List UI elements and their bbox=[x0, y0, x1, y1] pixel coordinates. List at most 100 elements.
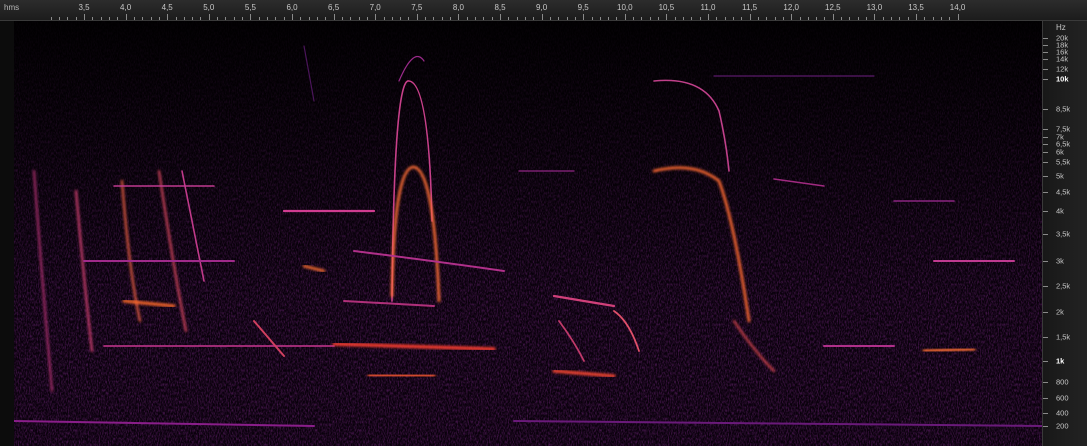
time-tick-mark bbox=[791, 14, 793, 20]
frequency-label: 20k bbox=[1056, 33, 1069, 43]
frequency-label: 2,5k bbox=[1056, 281, 1071, 291]
time-tick-mark bbox=[957, 14, 959, 20]
time-minor-tick bbox=[383, 17, 385, 20]
time-tick-mark bbox=[458, 14, 460, 20]
frequency-tick bbox=[1043, 192, 1048, 193]
time-minor-tick bbox=[949, 17, 951, 20]
time-tick-label: 5,5 bbox=[244, 3, 256, 12]
time-tick-mark bbox=[250, 14, 252, 20]
time-tick-label: 7,5 bbox=[411, 3, 423, 12]
time-tick-mark bbox=[333, 14, 335, 20]
time-minor-tick bbox=[192, 17, 194, 20]
frequency-tick bbox=[1043, 413, 1048, 414]
time-minor-tick bbox=[275, 17, 277, 20]
time-minor-tick bbox=[633, 17, 635, 20]
time-unit-label: hms bbox=[4, 3, 20, 12]
frequency-tick bbox=[1043, 109, 1048, 110]
frequency-tick bbox=[1043, 286, 1048, 287]
time-minor-tick bbox=[400, 17, 402, 20]
spectrogram-view[interactable] bbox=[14, 21, 1042, 446]
time-minor-tick bbox=[899, 17, 901, 20]
time-tick-mark bbox=[500, 14, 501, 20]
time-minor-tick bbox=[158, 17, 160, 20]
time-ruler[interactable]: hms 3,5 4,0 4,5 5,0 5,5 6,0 6,5 7,0 7,5 8,0 8,5 9,0… bbox=[0, 0, 1087, 21]
time-minor-tick bbox=[524, 17, 526, 20]
time-minor-tick bbox=[716, 17, 718, 20]
time-tick-mark bbox=[375, 14, 377, 20]
time-minor-tick bbox=[267, 17, 269, 20]
time-minor-tick bbox=[316, 17, 318, 20]
time-minor-tick bbox=[300, 17, 302, 20]
time-tick-label: 11,0 bbox=[700, 3, 716, 12]
time-minor-tick bbox=[175, 17, 177, 20]
time-minor-tick bbox=[341, 17, 343, 20]
time-minor-tick bbox=[408, 17, 410, 20]
time-minor-tick bbox=[732, 17, 734, 20]
time-tick-label: 14,0 bbox=[949, 3, 966, 12]
time-tick-label: 4,0 bbox=[120, 3, 132, 12]
frequency-tick bbox=[1043, 129, 1048, 130]
time-minor-tick bbox=[574, 17, 576, 20]
frequency-label: 1,5k bbox=[1056, 332, 1071, 342]
frequency-label: 7k bbox=[1056, 132, 1064, 142]
time-minor-tick bbox=[608, 17, 610, 20]
time-minor-tick bbox=[200, 17, 202, 20]
time-minor-tick bbox=[774, 17, 776, 20]
frequency-label: 10k bbox=[1056, 74, 1069, 84]
time-tick-label: 8,5 bbox=[494, 3, 506, 12]
time-minor-tick bbox=[932, 17, 934, 20]
left-gutter bbox=[0, 21, 14, 446]
time-tick-label: 4,5 bbox=[161, 3, 173, 12]
time-minor-tick bbox=[225, 17, 227, 20]
time-tick-label: 3,5 bbox=[78, 3, 90, 12]
frequency-tick bbox=[1043, 45, 1048, 46]
time-minor-tick bbox=[907, 17, 909, 20]
time-minor-tick bbox=[649, 17, 651, 20]
time-minor-tick bbox=[891, 17, 893, 20]
frequency-label: 600 bbox=[1056, 393, 1069, 403]
time-minor-tick bbox=[757, 17, 759, 20]
time-tick-mark bbox=[583, 14, 585, 20]
frequency-tick bbox=[1043, 312, 1048, 313]
time-minor-tick bbox=[133, 17, 135, 20]
time-minor-tick bbox=[466, 17, 468, 20]
time-minor-tick bbox=[782, 17, 784, 20]
time-minor-tick bbox=[491, 17, 493, 20]
frequency-label: 5,5k bbox=[1056, 157, 1071, 167]
time-tick-label: 12,5 bbox=[825, 3, 841, 12]
bird-call-traces bbox=[14, 45, 1042, 441]
time-minor-tick bbox=[475, 17, 477, 20]
time-minor-tick bbox=[483, 17, 485, 20]
frequency-tick bbox=[1043, 79, 1048, 80]
time-minor-tick bbox=[425, 17, 427, 20]
time-minor-tick bbox=[233, 17, 235, 20]
time-minor-tick bbox=[816, 17, 818, 20]
time-minor-tick bbox=[59, 17, 61, 20]
frequency-tick bbox=[1043, 162, 1048, 163]
time-minor-tick bbox=[358, 17, 360, 20]
time-tick-mark bbox=[541, 14, 543, 20]
frequency-tick bbox=[1043, 337, 1048, 338]
frequency-label: 4k bbox=[1056, 206, 1064, 216]
time-minor-tick bbox=[924, 17, 926, 20]
frequency-tick bbox=[1043, 361, 1048, 362]
time-tick-mark bbox=[208, 14, 210, 20]
frequency-tick bbox=[1043, 137, 1048, 138]
time-minor-tick bbox=[691, 17, 693, 20]
frequency-tick bbox=[1043, 144, 1048, 145]
time-minor-tick bbox=[841, 17, 843, 20]
time-minor-tick bbox=[599, 17, 601, 20]
time-minor-tick bbox=[658, 17, 660, 20]
time-tick-mark bbox=[84, 14, 85, 20]
time-minor-tick bbox=[699, 17, 701, 20]
frequency-label: 14k bbox=[1056, 54, 1069, 64]
frequency-label: 4,5k bbox=[1056, 187, 1071, 197]
frequency-tick bbox=[1043, 52, 1048, 53]
time-minor-tick bbox=[433, 17, 435, 20]
time-minor-tick bbox=[450, 17, 452, 20]
frequency-unit-label: Hz bbox=[1056, 23, 1066, 32]
frequency-tick bbox=[1043, 398, 1048, 399]
frequency-label: 12k bbox=[1056, 64, 1069, 74]
frequency-label: 5k bbox=[1056, 171, 1064, 181]
frequency-tick bbox=[1043, 382, 1048, 383]
